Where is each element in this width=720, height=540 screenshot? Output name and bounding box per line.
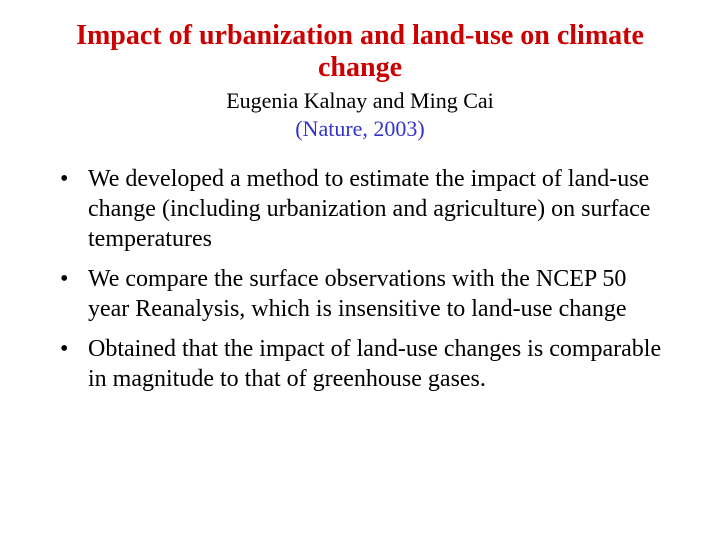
authors-line: Eugenia Kalnay and Ming Cai [50,88,670,114]
bullet-text: We compare the surface observations with… [88,264,670,324]
title-block: Impact of urbanization and land-use on c… [50,20,670,142]
bullet-icon: • [60,264,88,294]
slide-title: Impact of urbanization and land-use on c… [50,20,670,84]
list-item: • We compare the surface observations wi… [60,264,670,324]
list-item: • Obtained that the impact of land-use c… [60,334,670,394]
list-item: • We developed a method to estimate the … [60,164,670,254]
bullet-icon: • [60,334,88,364]
bullet-text: We developed a method to estimate the im… [88,164,670,254]
bullet-icon: • [60,164,88,194]
citation-line: (Nature, 2003) [50,116,670,142]
bullet-text: Obtained that the impact of land-use cha… [88,334,670,394]
bullet-list: • We developed a method to estimate the … [50,164,670,394]
